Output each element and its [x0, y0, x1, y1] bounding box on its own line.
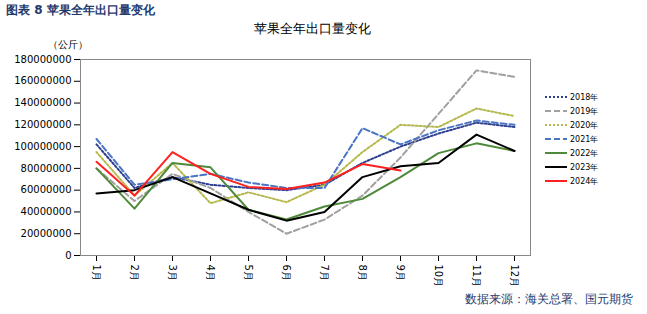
svg-text:140000000: 140000000: [14, 97, 71, 108]
svg-text:100000000: 100000000: [14, 141, 71, 152]
svg-text:80000000: 80000000: [21, 163, 72, 174]
svg-text:9月: 9月: [395, 265, 406, 281]
html-text:数据来源：海关总署、国元期货: 数据来源：海关总署、国元期货: [465, 292, 633, 306]
svg-text:60000000: 60000000: [21, 184, 72, 195]
html-text:2022年: 2022年: [570, 148, 599, 158]
html-text:2021年: 2021年: [570, 134, 599, 144]
svg-text:3月: 3月: [167, 265, 178, 281]
html-text:2024年: 2024年: [570, 176, 599, 186]
html-text:2019年: 2019年: [570, 106, 599, 116]
svg-text:6月: 6月: [281, 265, 292, 281]
svg-text:2月: 2月: [129, 265, 140, 281]
svg-text:8月: 8月: [357, 265, 368, 281]
svg-text:4月: 4月: [205, 265, 216, 281]
svg-text:7月: 7月: [319, 265, 330, 281]
svg-text:120000000: 120000000: [14, 119, 71, 130]
html-text:2023年: 2023年: [570, 162, 599, 172]
html-text:2020年: 2020年: [570, 120, 599, 130]
html-text:2018年: 2018年: [570, 92, 599, 102]
svg-text:5月: 5月: [243, 265, 254, 281]
html-text:图表 8 苹果全年出口量变化: 图表 8 苹果全年出口量变化: [6, 3, 155, 17]
svg-text:12月: 12月: [509, 265, 520, 288]
html-text:苹果全年出口量变化: 苹果全年出口量变化: [254, 21, 371, 36]
html-text:（公斤）: （公斤）: [48, 39, 88, 50]
svg-text:180000000: 180000000: [14, 54, 71, 65]
svg-text:40000000: 40000000: [21, 206, 72, 217]
svg-text:160000000: 160000000: [14, 75, 71, 86]
svg-text:1月: 1月: [91, 265, 102, 281]
svg-text:11月: 11月: [471, 265, 482, 288]
svg-text:10月: 10月: [433, 265, 444, 288]
svg-text:20000000: 20000000: [21, 228, 72, 239]
svg-text:0: 0: [65, 250, 71, 261]
